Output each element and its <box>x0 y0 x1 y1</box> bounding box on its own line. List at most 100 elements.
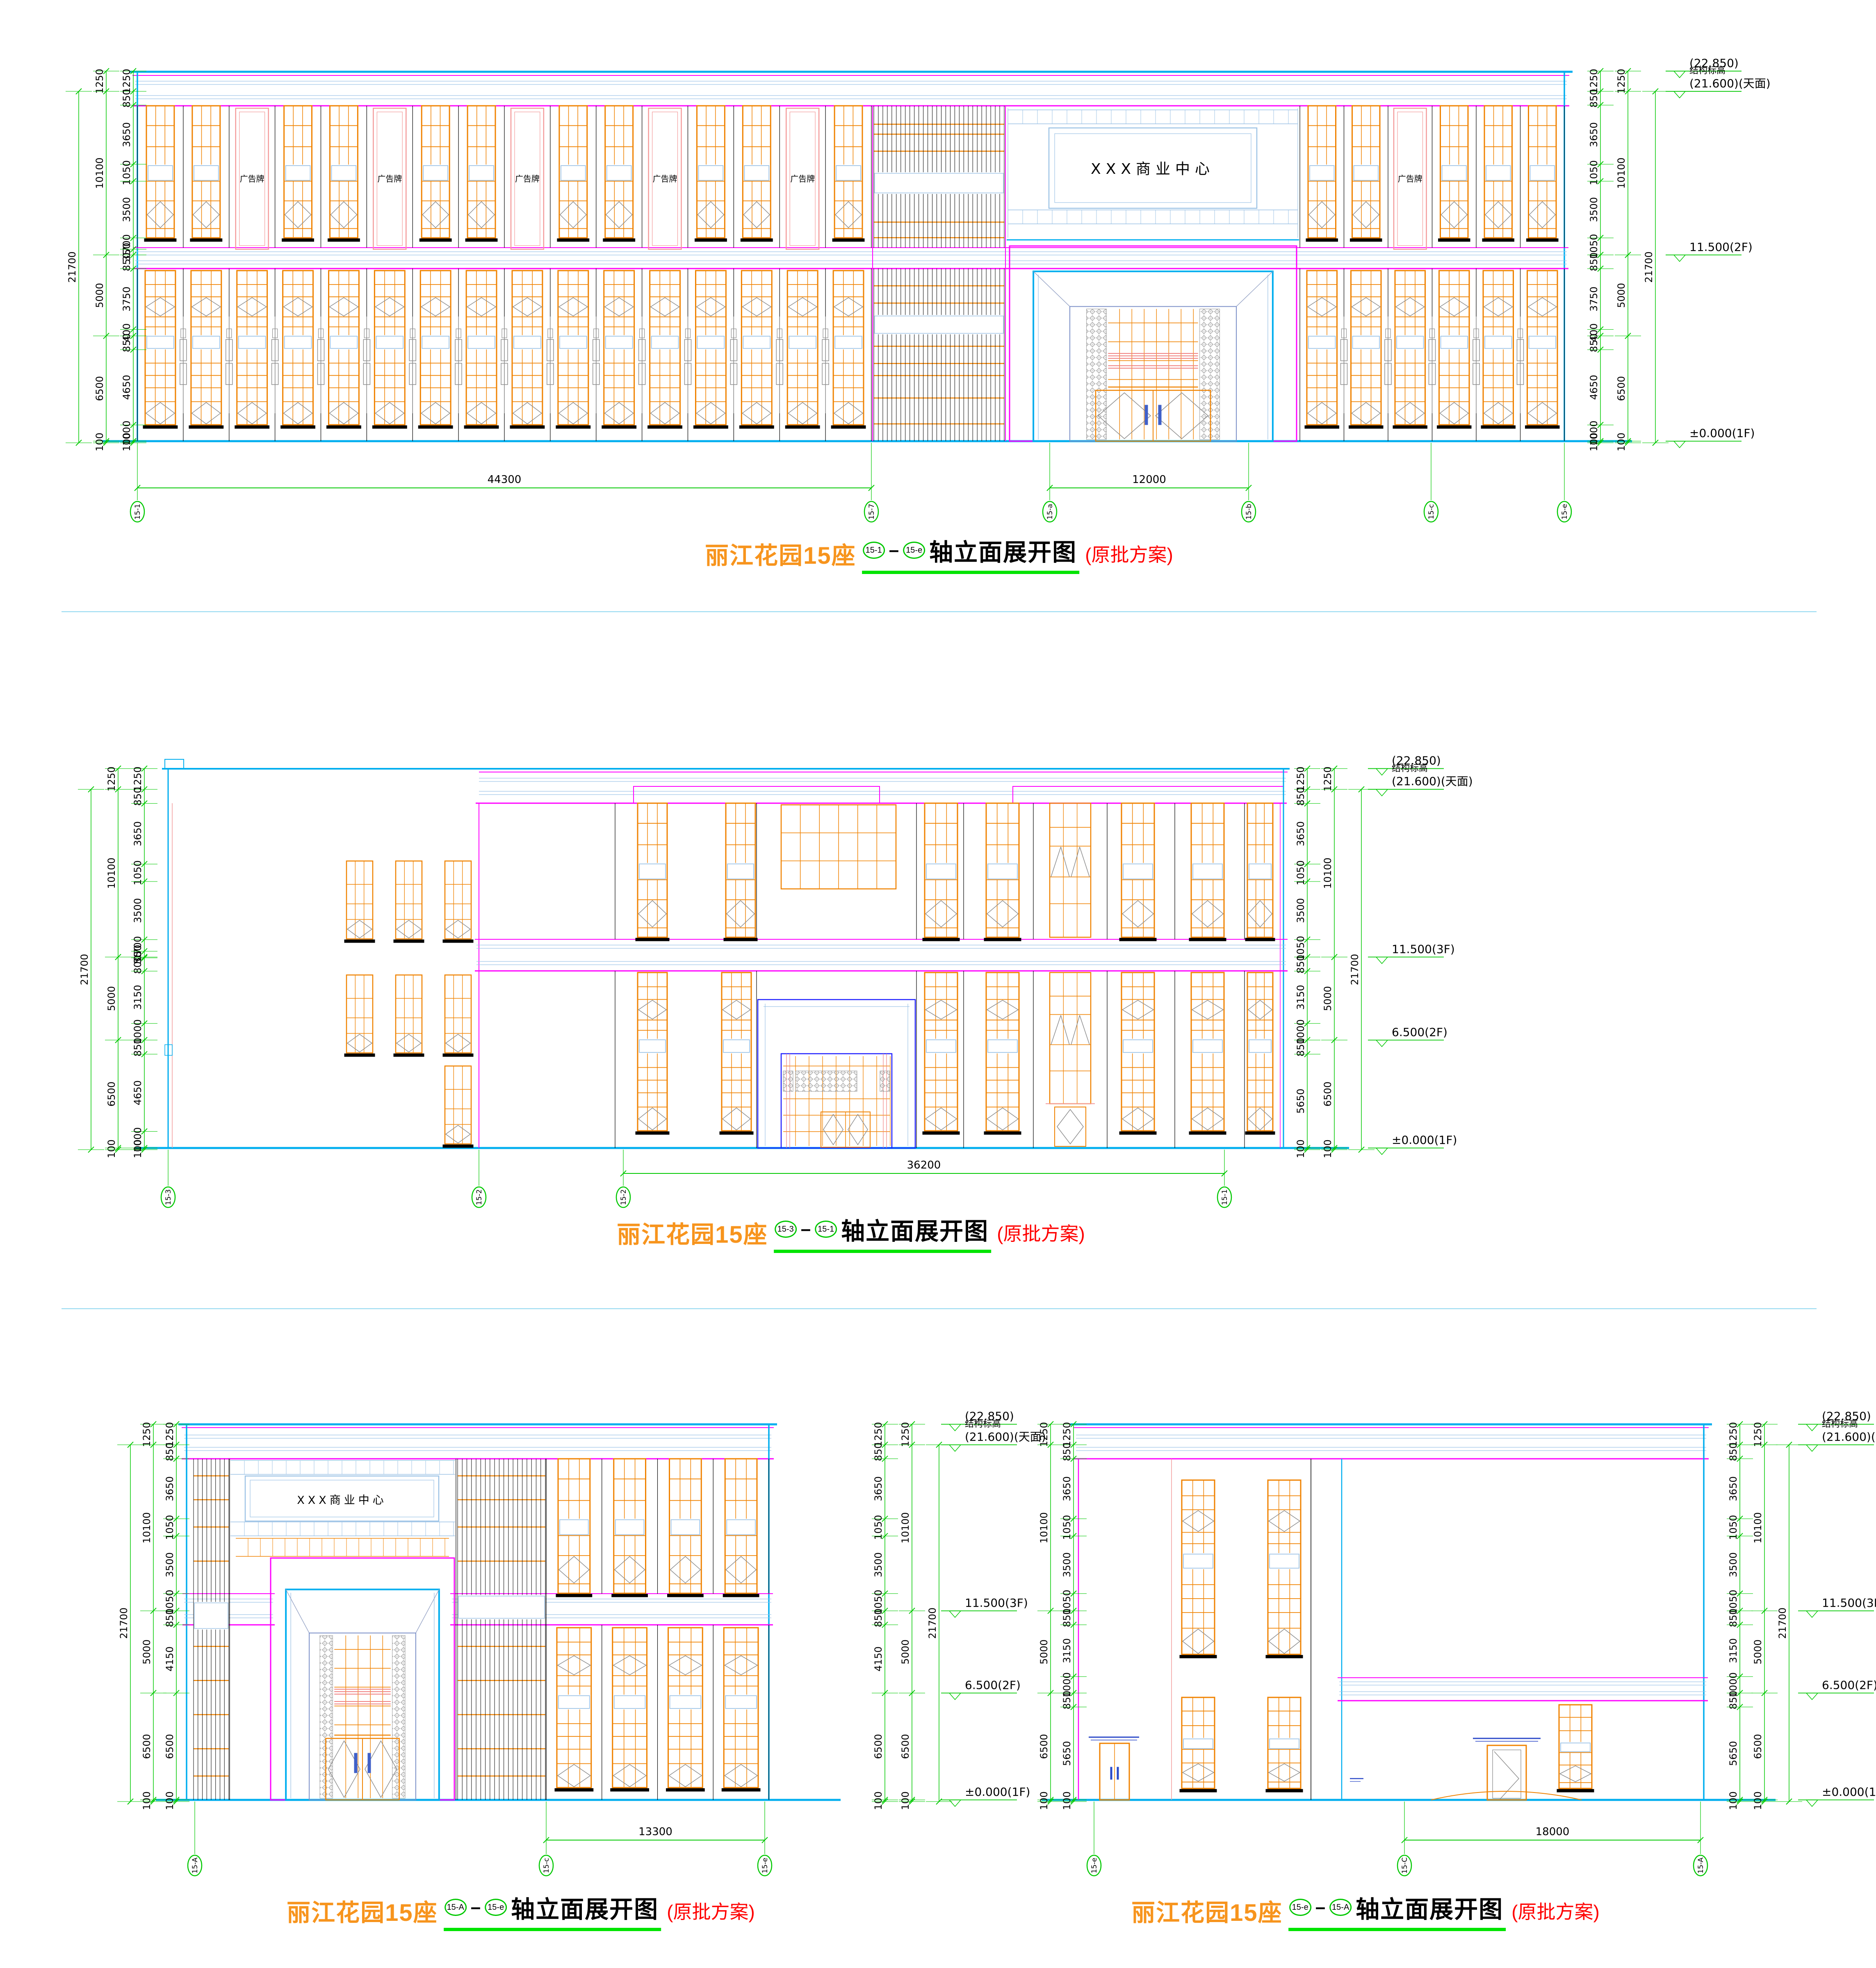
svg-text:广告牌: 广告牌 <box>240 174 264 184</box>
svg-text:850: 850 <box>1728 1690 1739 1709</box>
svg-text:1050: 1050 <box>1728 1515 1739 1540</box>
svg-text:850: 850 <box>1728 1608 1739 1627</box>
project-name: 丽江花园15座 <box>705 542 856 569</box>
title-axis-range: 15-A – 15-e 轴立面展开图 <box>443 1890 661 1931</box>
svg-text:10100: 10100 <box>94 157 105 189</box>
svg-text:6.500(2F): 6.500(2F) <box>1822 1678 1876 1692</box>
svg-text:100: 100 <box>121 433 132 451</box>
svg-text:(22.850): (22.850) <box>1392 754 1441 768</box>
svg-text:850: 850 <box>1588 333 1600 352</box>
title-main: 轴立面展开图 <box>841 1218 989 1245</box>
svg-text:1250: 1250 <box>1322 766 1333 791</box>
title-axis-range: 15-3 – 15-1 轴立面展开图 <box>773 1212 992 1253</box>
svg-text:1050: 1050 <box>1061 1515 1073 1540</box>
svg-text:5000: 5000 <box>900 1640 911 1665</box>
svg-text:100: 100 <box>164 1791 176 1810</box>
svg-text:1250: 1250 <box>121 69 132 94</box>
svg-text:10100: 10100 <box>900 1512 911 1543</box>
svg-text:1050: 1050 <box>873 1515 884 1540</box>
svg-text:1250: 1250 <box>873 1422 884 1447</box>
svg-text:44300: 44300 <box>488 474 522 486</box>
svg-text:15-1: 15-1 <box>1221 1189 1229 1205</box>
svg-text:6500: 6500 <box>873 1734 884 1759</box>
svg-text:11.500(2F): 11.500(2F) <box>1689 240 1753 254</box>
title-note: (原批方案) <box>1085 544 1173 565</box>
svg-text:100: 100 <box>1616 433 1627 451</box>
svg-text:850: 850 <box>132 787 144 806</box>
svg-text:12000: 12000 <box>1132 474 1166 486</box>
svg-text:15-A: 15-A <box>1697 1857 1705 1873</box>
svg-text:4650: 4650 <box>132 1080 144 1105</box>
svg-text:(21.600)(天面): (21.600)(天面) <box>1392 774 1473 788</box>
svg-text:100: 100 <box>900 1791 911 1810</box>
svg-text:±0.000(1F): ±0.000(1F) <box>1822 1785 1876 1799</box>
title-main: 轴立面展开图 <box>511 1896 659 1923</box>
svg-text:3750: 3750 <box>1588 287 1600 312</box>
svg-text:6500: 6500 <box>141 1734 153 1759</box>
sheet-separators <box>62 611 1817 1309</box>
svg-text:1250: 1250 <box>1295 766 1306 791</box>
svg-text:850: 850 <box>873 1608 884 1627</box>
axis-bubble-to: 15-1 <box>815 1221 837 1238</box>
svg-text:10100: 10100 <box>141 1512 153 1543</box>
svg-text:结构标高: 结构标高 <box>1392 763 1428 774</box>
svg-text:3650: 3650 <box>1295 821 1306 846</box>
drawing-title-2: 丽江花园15座 15-3 – 15-1 轴立面展开图 (原批方案) <box>617 1212 1085 1253</box>
svg-text:1250: 1250 <box>94 69 105 94</box>
svg-text:11.500(3F): 11.500(3F) <box>965 1596 1028 1610</box>
svg-text:4650: 4650 <box>1588 375 1600 400</box>
svg-text:15-3: 15-3 <box>164 1189 173 1205</box>
svg-text:3500: 3500 <box>873 1552 884 1577</box>
svg-text:1050: 1050 <box>873 1590 884 1615</box>
svg-text:广告牌: 广告牌 <box>1398 174 1422 184</box>
svg-text:100: 100 <box>1728 1791 1739 1810</box>
axis-bubble-to: 15-e <box>903 542 925 559</box>
svg-text:850: 850 <box>1588 253 1600 271</box>
svg-text:6.500(2F): 6.500(2F) <box>965 1678 1021 1692</box>
svg-text:1050: 1050 <box>1728 1590 1739 1615</box>
svg-text:±0.000(1F): ±0.000(1F) <box>965 1785 1030 1799</box>
svg-text:广告牌: 广告牌 <box>515 174 540 184</box>
svg-text:3650: 3650 <box>1728 1476 1739 1501</box>
svg-text:3500: 3500 <box>164 1552 176 1577</box>
svg-text:100: 100 <box>106 1139 117 1158</box>
svg-text:850: 850 <box>1295 955 1306 974</box>
svg-text:广告牌: 广告牌 <box>790 174 815 184</box>
svg-text:850: 850 <box>121 89 132 108</box>
svg-text:(21.600)(天面): (21.600)(天面) <box>965 1430 1046 1444</box>
svg-text:15-e: 15-e <box>761 1858 769 1873</box>
project-name: 丽江花园15座 <box>1131 1900 1283 1926</box>
svg-text:3650: 3650 <box>1588 122 1600 147</box>
title-axis-range: 15-e – 15-A 轴立面展开图 <box>1288 1890 1506 1931</box>
svg-text:700: 700 <box>132 936 144 955</box>
svg-text:结构标高: 结构标高 <box>1689 66 1726 76</box>
axis-bubble-to: 15-e <box>485 1899 507 1916</box>
svg-text:(22.850): (22.850) <box>1689 56 1739 70</box>
svg-text:850: 850 <box>873 1442 884 1461</box>
axis-bubble-from: 15-1 <box>862 542 885 559</box>
svg-text:50: 50 <box>132 951 144 964</box>
svg-text:5650: 5650 <box>1061 1741 1073 1766</box>
svg-text:5000: 5000 <box>1752 1640 1764 1665</box>
svg-text:3500: 3500 <box>132 898 144 923</box>
svg-text:100: 100 <box>1752 1791 1764 1810</box>
svg-text:100: 100 <box>873 1791 884 1810</box>
svg-text:850: 850 <box>1728 1442 1739 1461</box>
svg-text:1000: 1000 <box>121 421 132 446</box>
svg-text:1250: 1250 <box>900 1422 911 1447</box>
svg-text:6500: 6500 <box>164 1734 176 1759</box>
svg-text:6500: 6500 <box>94 376 105 401</box>
svg-text:5000: 5000 <box>1038 1640 1050 1665</box>
svg-text:6.500(2F): 6.500(2F) <box>1392 1025 1447 1039</box>
svg-text:700: 700 <box>121 234 132 253</box>
svg-text:10100: 10100 <box>1752 1512 1764 1543</box>
svg-text:3150: 3150 <box>1061 1638 1073 1663</box>
svg-text:1050: 1050 <box>1295 936 1306 961</box>
svg-text:3650: 3650 <box>164 1476 176 1501</box>
svg-text:±0.000(1F): ±0.000(1F) <box>1689 426 1755 440</box>
svg-text:100: 100 <box>1295 1139 1306 1158</box>
svg-text:850: 850 <box>1061 1690 1073 1709</box>
svg-text:广告牌: 广告牌 <box>377 174 402 184</box>
svg-text:1050: 1050 <box>132 860 144 885</box>
svg-text:15-A: 15-A <box>191 1857 199 1873</box>
